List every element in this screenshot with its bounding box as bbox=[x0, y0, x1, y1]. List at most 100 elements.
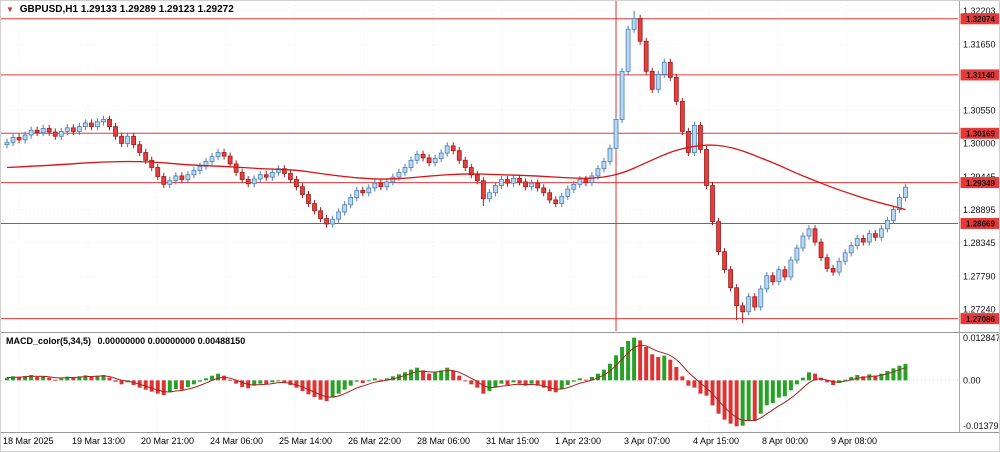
price-tick-label: 1.28895 bbox=[963, 205, 996, 215]
price-tick-label: 1.32203 bbox=[963, 6, 996, 16]
candle bbox=[734, 284, 740, 321]
ohlc-values: 1.29133 1.29289 1.29123 1.29272 bbox=[80, 4, 234, 15]
candle bbox=[710, 181, 715, 226]
candle bbox=[131, 132, 137, 149]
macd-bar bbox=[427, 373, 432, 381]
candle bbox=[607, 144, 613, 166]
candle bbox=[161, 172, 167, 188]
macd-bar bbox=[644, 347, 649, 381]
candle bbox=[565, 185, 571, 200]
candle bbox=[52, 128, 58, 140]
macd-bar bbox=[662, 355, 667, 381]
candle bbox=[227, 152, 233, 168]
macd-bar bbox=[119, 380, 124, 385]
macd-bar bbox=[415, 367, 420, 381]
macd-bar bbox=[457, 375, 462, 381]
candle bbox=[354, 186, 360, 202]
time-axis[interactable]: 18 Mar 2025 19 Mar 13:00 20 Mar 21:00 24 Ma… bbox=[1, 433, 999, 451]
macd-bar bbox=[529, 380, 534, 384]
candle bbox=[257, 171, 263, 183]
macd-bar bbox=[800, 377, 805, 381]
candle bbox=[215, 148, 221, 161]
level-lines[interactable] bbox=[1, 18, 958, 320]
macd-canvas[interactable]: 0.0128479 0.00 -0.0137935 bbox=[1, 333, 1000, 432]
price-level-badge: 1.28669 bbox=[960, 217, 999, 229]
macd-indicator-panel[interactable]: 0.0128479 0.00 -0.0137935 bbox=[1, 333, 1000, 432]
candle bbox=[28, 126, 34, 139]
time-axis-label: 19 Mar 13:00 bbox=[72, 436, 126, 446]
macd-bar bbox=[559, 380, 564, 389]
price-chart-canvas[interactable]: 1.32203 1.31650 1.30550 1.30000 1.29445 1.288… bbox=[1, 1, 1000, 332]
price-tick-label: 1.27240 bbox=[963, 304, 996, 314]
candle bbox=[275, 165, 281, 176]
candle bbox=[149, 156, 155, 172]
macd-bar bbox=[222, 375, 227, 381]
macd-bar bbox=[384, 378, 389, 381]
macd-bar bbox=[433, 372, 438, 381]
candle bbox=[179, 172, 185, 184]
candle bbox=[800, 232, 806, 252]
candle bbox=[505, 175, 510, 187]
candle bbox=[113, 123, 118, 140]
panel-separator[interactable] bbox=[1, 332, 999, 333]
macd-bar bbox=[149, 380, 154, 392]
candles-series bbox=[4, 11, 908, 324]
candle bbox=[318, 207, 323, 223]
candle bbox=[541, 184, 547, 197]
macd-bar bbox=[155, 380, 160, 394]
macd-indicator-name: MACD_color(5,34,5) bbox=[6, 336, 92, 346]
candle bbox=[854, 234, 860, 250]
macd-bar bbox=[674, 367, 679, 381]
macd-bar bbox=[855, 375, 860, 381]
macd-tick-label: 0.0128479 bbox=[963, 333, 1000, 343]
candle bbox=[137, 141, 143, 157]
candle bbox=[679, 97, 685, 136]
candle bbox=[360, 186, 366, 197]
candle bbox=[432, 154, 438, 167]
macd-bar bbox=[764, 380, 769, 406]
macd-bar bbox=[632, 337, 637, 381]
candle bbox=[76, 123, 82, 136]
candle bbox=[89, 119, 94, 131]
macd-bar bbox=[107, 377, 112, 381]
candle bbox=[529, 179, 535, 191]
macd-bar bbox=[330, 380, 335, 398]
candle bbox=[125, 132, 130, 148]
candle bbox=[456, 147, 462, 164]
candle bbox=[288, 169, 293, 184]
candle bbox=[860, 234, 866, 246]
panel-separator-bottom[interactable] bbox=[1, 432, 999, 433]
candle bbox=[462, 156, 468, 172]
candle bbox=[420, 150, 426, 162]
macd-bar bbox=[565, 380, 570, 385]
time-axis-label: 24 Mar 06:00 bbox=[210, 436, 264, 446]
macd-bar bbox=[740, 380, 745, 426]
candle bbox=[649, 67, 655, 93]
time-axis-label: 18 Mar 2025 bbox=[3, 436, 54, 446]
macd-bar bbox=[17, 377, 22, 381]
macd-bar bbox=[95, 375, 100, 381]
symbol-marker-icon[interactable]: ▼ bbox=[6, 5, 14, 14]
macd-tick-label: -0.0137935 bbox=[963, 421, 1000, 431]
candle bbox=[866, 230, 872, 246]
macd-bar bbox=[806, 372, 811, 381]
candle bbox=[776, 266, 782, 286]
candle bbox=[480, 177, 486, 206]
price-level-badge: 1.32074 bbox=[960, 13, 999, 25]
candle bbox=[836, 257, 842, 276]
macd-bar bbox=[173, 380, 178, 389]
macd-bar bbox=[53, 379, 58, 381]
price-tick-label: 1.30550 bbox=[963, 105, 996, 115]
macd-bar bbox=[276, 380, 281, 382]
candle bbox=[824, 254, 830, 273]
macd-bar bbox=[179, 380, 184, 390]
price-chart-panel[interactable]: 1.32203 1.31650 1.30550 1.30000 1.29445 1.288… bbox=[1, 1, 1000, 332]
macd-bar bbox=[776, 380, 781, 398]
candle bbox=[468, 163, 474, 179]
candle bbox=[70, 124, 76, 136]
macd-bar bbox=[553, 380, 558, 393]
macd-bar bbox=[608, 363, 612, 381]
moving-average-line[interactable] bbox=[6, 144, 906, 211]
macd-signal-line bbox=[6, 344, 906, 422]
chart-title: ▼ GBPUSD,H1 1.29133 1.29289 1.29123 1.29… bbox=[6, 4, 234, 15]
